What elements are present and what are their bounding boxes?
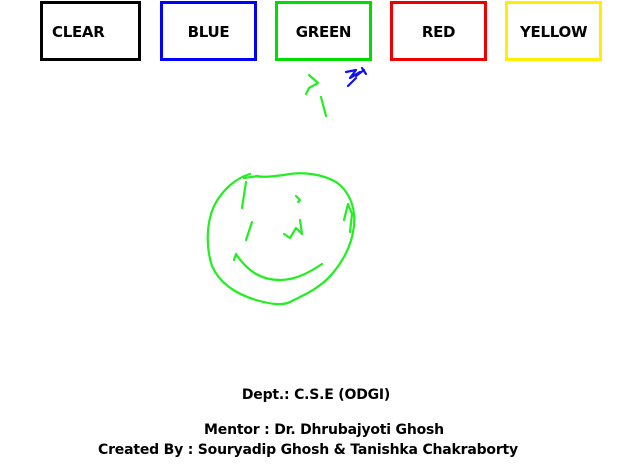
smiley-left-eye [244,220,254,242]
smiley-face-outline [206,172,356,306]
canvas-strokes [206,66,368,306]
green-stroke-squiggle [304,73,328,118]
smiley-face-cheek [342,202,354,234]
mentor-credit: Mentor : Dr. Dhrubajyoti Ghosh [204,422,444,438]
blue-color-button[interactable]: BLUE [160,1,257,61]
clear-button-label: CLEAR [52,23,105,41]
red-color-button[interactable]: RED [390,1,487,61]
blue-stroke-scribble [344,66,368,88]
drawing-canvas[interactable] [0,66,636,366]
yellow-color-button[interactable]: YELLOW [505,1,602,61]
yellow-button-label: YELLOW [520,23,588,41]
green-button-label: GREEN [295,23,352,41]
green-color-button[interactable]: GREEN [275,1,372,61]
smiley-nose [282,218,304,240]
department-credit: Dept.: C.S.E (ODGI) [241,387,391,403]
created-by-credit: Created By : Souryadip Ghosh & Tanishka … [98,442,518,458]
smiley-right-eye [294,194,302,204]
red-button-label: RED [421,23,456,41]
clear-button[interactable]: CLEAR [40,1,141,61]
smiley-left-brow [240,174,260,210]
smiley-mouth [232,252,324,282]
blue-button-label: BLUE [187,23,230,41]
